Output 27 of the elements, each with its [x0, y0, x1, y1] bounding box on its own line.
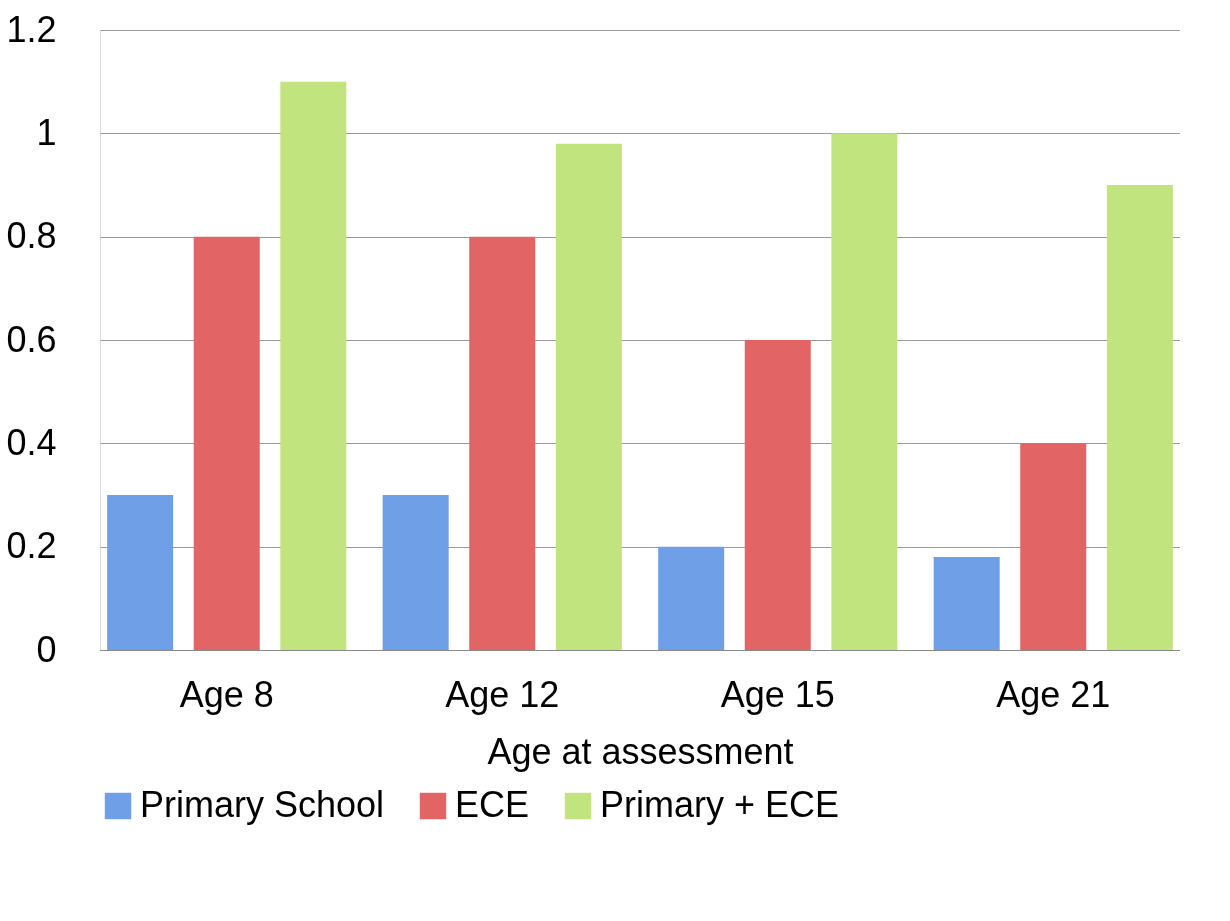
bar: [744, 340, 811, 650]
x-tick-label: Age 8: [179, 673, 274, 715]
y-tick-label: 1.2: [6, 8, 57, 50]
x-tick-label: Age 21: [996, 673, 1111, 715]
bar: [1020, 443, 1087, 650]
bar: [193, 236, 260, 650]
legend-label: Primary + ECE: [600, 784, 840, 825]
x-axis-title: Age at assessment: [487, 730, 794, 772]
bar: [555, 143, 622, 650]
bar: [1106, 185, 1173, 650]
y-tick-label: 0.8: [6, 215, 57, 257]
bar: [469, 236, 536, 650]
legend-label: Primary School: [140, 784, 385, 825]
y-tick-label: 0.2: [6, 525, 57, 567]
x-tick-label: Age 12: [445, 673, 560, 715]
y-tick-label: 0.6: [6, 318, 57, 360]
y-tick-label: 0: [36, 628, 57, 670]
y-tick-label: 1: [36, 111, 57, 153]
bar: [933, 557, 1000, 650]
bar: [831, 133, 898, 650]
bar: [107, 495, 174, 650]
x-tick-label: Age 15: [720, 673, 835, 715]
bar: [382, 495, 449, 650]
bar: [280, 81, 347, 650]
y-tick-label: 0.4: [6, 421, 57, 463]
legend-label: ECE: [455, 784, 530, 825]
bar: [658, 546, 725, 650]
